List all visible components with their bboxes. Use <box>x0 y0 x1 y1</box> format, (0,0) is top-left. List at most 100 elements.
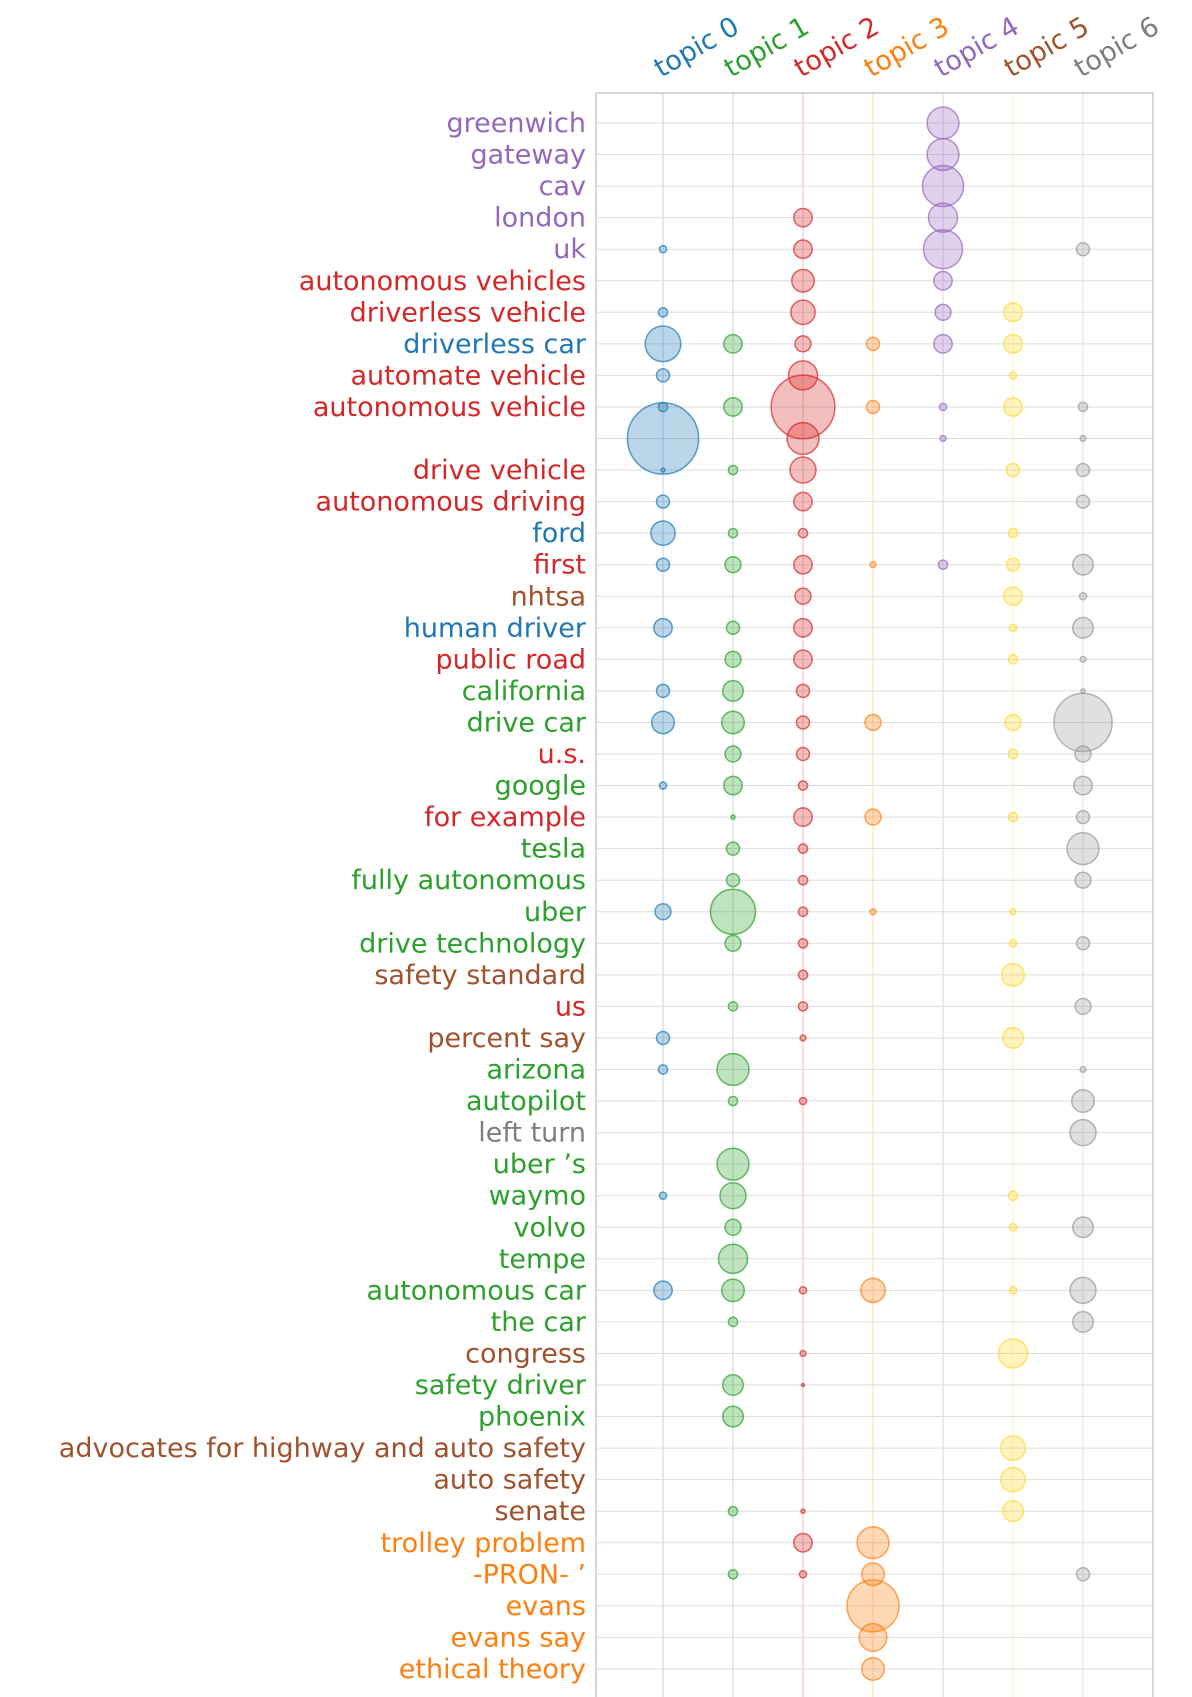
bubble <box>658 244 668 254</box>
bubble <box>1078 591 1088 601</box>
bubble <box>1007 748 1019 760</box>
term-label: u.s. <box>538 739 586 770</box>
bubble <box>798 1569 808 1579</box>
bubble <box>793 1532 813 1553</box>
bubble <box>1000 962 1026 987</box>
bubble <box>1066 831 1100 866</box>
bubble <box>626 402 700 475</box>
bubble <box>1003 302 1023 323</box>
bubble <box>869 561 877 569</box>
bubble <box>723 333 743 354</box>
bubble <box>1009 908 1017 916</box>
bubble <box>1069 1118 1097 1147</box>
bubble <box>934 303 952 322</box>
bubble <box>797 527 809 539</box>
term-label: public road <box>435 644 586 675</box>
bubble <box>724 1218 742 1236</box>
bubble <box>798 1286 808 1295</box>
term-label: autonomous driving <box>316 487 586 518</box>
bubble <box>793 491 813 512</box>
bubble <box>727 1001 739 1012</box>
bubble <box>721 679 745 702</box>
term-label: drive vehicle <box>413 455 586 486</box>
bubble <box>799 1034 807 1042</box>
bubble <box>1075 809 1091 825</box>
term-label: evans <box>506 1591 586 1622</box>
bubble <box>933 270 953 291</box>
term-label: auto safety <box>433 1465 586 1496</box>
bubble <box>846 1579 900 1633</box>
bubble <box>1073 775 1093 796</box>
term-label: -PRON- ’ <box>473 1559 586 1590</box>
bubble <box>1007 811 1019 823</box>
bubble <box>717 1243 749 1275</box>
bubble <box>797 780 809 791</box>
bubble <box>858 1622 888 1652</box>
bubble <box>657 1064 669 1075</box>
bubble <box>655 557 671 572</box>
term-label: ethical theory <box>399 1654 586 1685</box>
term-label: greenwich <box>446 108 586 139</box>
bubble <box>1008 623 1018 633</box>
bubble <box>1008 1222 1018 1232</box>
bubble <box>793 239 813 260</box>
term-label: cav <box>539 171 586 202</box>
bubble <box>1003 397 1023 417</box>
bubble <box>654 903 672 921</box>
term-label: uber <box>524 897 587 928</box>
bubble <box>723 397 743 417</box>
bubble <box>725 841 741 856</box>
term-label: drive car <box>467 707 587 738</box>
bubble <box>800 1382 806 1388</box>
bubble <box>1077 401 1089 413</box>
term-label: advocates for highway and auto safety <box>59 1433 586 1464</box>
bubble <box>727 1095 739 1107</box>
bubble <box>797 1001 809 1012</box>
term-label: safety standard <box>374 960 586 991</box>
term-label: driverless vehicle <box>350 297 586 328</box>
bubble <box>1008 938 1018 948</box>
term-label: tesla <box>521 834 586 865</box>
bubbles <box>626 106 1113 1681</box>
bubble <box>650 710 676 735</box>
bubble <box>798 1096 808 1106</box>
bubble <box>655 1030 671 1046</box>
bubble <box>797 969 809 981</box>
bubble <box>794 587 812 605</box>
bubble <box>716 1052 750 1087</box>
bubble <box>799 1349 807 1358</box>
term-label: autonomous vehicles <box>299 266 586 297</box>
bubble <box>860 1656 886 1681</box>
bubble <box>786 421 820 456</box>
bubble <box>793 807 813 828</box>
bubble <box>1007 654 1019 665</box>
term-label: first <box>533 550 586 581</box>
bubble <box>1000 1466 1026 1493</box>
bubble <box>724 650 742 669</box>
bubble <box>724 934 742 953</box>
bubble <box>1070 1089 1096 1114</box>
bubble <box>997 1338 1029 1369</box>
term-label: uk <box>553 234 586 265</box>
bubble <box>1075 241 1091 257</box>
bubble <box>727 1505 739 1517</box>
bubble <box>865 336 881 352</box>
term-label: senate <box>494 1496 586 1527</box>
term-label: autonomous car <box>367 1275 587 1306</box>
bubble <box>797 874 809 886</box>
term-label: trolley problem <box>380 1528 586 1559</box>
bubble <box>1075 494 1091 509</box>
bubble <box>1079 655 1087 664</box>
bubble <box>650 520 676 547</box>
term-label: fully autonomous <box>351 865 586 896</box>
bubble <box>721 1405 745 1428</box>
bubble <box>926 106 960 140</box>
bubble <box>727 1568 739 1580</box>
bubble <box>789 456 817 484</box>
bubble <box>921 164 965 208</box>
term-label: waymo <box>489 1181 586 1212</box>
bubble <box>1075 1567 1091 1582</box>
bubble <box>794 335 812 353</box>
bubble <box>1008 1286 1018 1295</box>
bubble <box>720 710 746 735</box>
